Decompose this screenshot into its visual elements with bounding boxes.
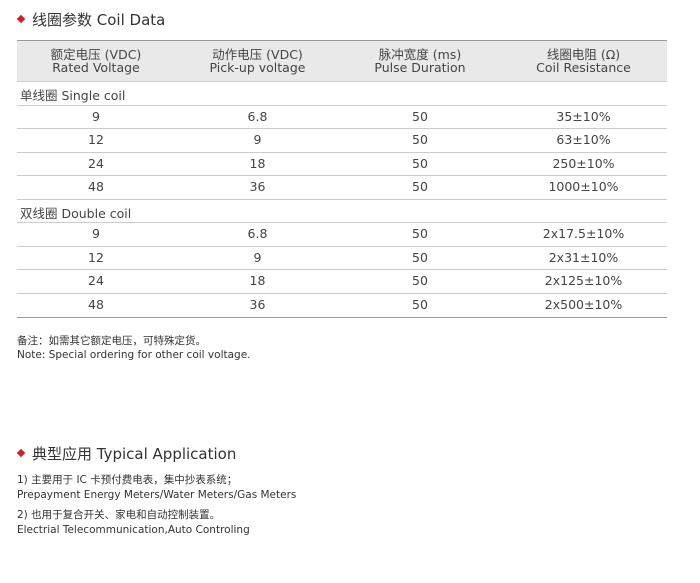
table-cell: 50 bbox=[412, 226, 428, 242]
table-cell: 36 bbox=[249, 296, 266, 312]
group-label: 单线圈 Single coil bbox=[20, 88, 126, 103]
table-cell: 48 bbox=[88, 296, 104, 312]
header-cell: 脉冲宽度 (ms) bbox=[378, 47, 462, 62]
section-title: 线圈参数 Coil Data bbox=[32, 11, 166, 29]
table-cell: 2x500±10% bbox=[544, 296, 623, 312]
table-cell: 24 bbox=[88, 273, 104, 289]
table-cell: 24 bbox=[88, 155, 104, 171]
section-title: 典型应用 Typical Application bbox=[32, 445, 237, 463]
table-cell: 9 bbox=[92, 226, 100, 242]
header-cell: Coil Resistance bbox=[536, 60, 631, 75]
row-line bbox=[17, 128, 667, 130]
table-cell: 50 bbox=[412, 296, 428, 312]
table-cell: 6.8 bbox=[247, 108, 268, 124]
row-line bbox=[17, 151, 667, 153]
table-cell: 2x31±10% bbox=[548, 249, 619, 265]
table-cell: 2x17.5±10% bbox=[542, 226, 625, 242]
table-cell: 35±10% bbox=[556, 108, 611, 124]
table-cell: 50 bbox=[412, 179, 428, 195]
table-cell: 250±10% bbox=[552, 155, 615, 171]
table-cell: 36 bbox=[249, 179, 266, 195]
table-cell: 50 bbox=[412, 249, 428, 265]
row-line bbox=[17, 269, 667, 271]
group-label: 双线圈 Double coil bbox=[20, 205, 132, 221]
table-cell: 18 bbox=[249, 273, 266, 289]
table-cell: 6.8 bbox=[247, 226, 268, 242]
table-cell: 9 bbox=[253, 132, 262, 148]
header-cell: 动作电压 (VDC) bbox=[212, 47, 303, 62]
table-cell: 63±10% bbox=[556, 132, 611, 148]
application-line: 1) 主要用于 IC 卡预付费电表，集中抄表系统； bbox=[17, 474, 238, 486]
header-bg bbox=[17, 40, 667, 81]
row-line bbox=[17, 175, 667, 177]
row-line bbox=[17, 81, 667, 82]
table-cell: 12 bbox=[88, 132, 104, 148]
header-cell: Rated Voltage bbox=[52, 60, 140, 75]
header-cell: Pick-up voltage bbox=[209, 60, 306, 75]
table-top-border bbox=[17, 40, 667, 41]
bullet bbox=[16, 14, 26, 24]
table-cell: 50 bbox=[412, 155, 428, 171]
table-cell: 12 bbox=[88, 249, 104, 265]
table-cell: 18 bbox=[249, 155, 266, 171]
table-cell: 50 bbox=[412, 273, 428, 289]
row-line bbox=[17, 104, 667, 106]
table-cell: 50 bbox=[412, 132, 428, 148]
table-cell: 9 bbox=[92, 108, 100, 124]
header-cell: 线圈电阻 (Ω) bbox=[546, 47, 621, 62]
row-line bbox=[17, 198, 667, 200]
table-cell: 2x125±10% bbox=[544, 273, 623, 289]
application-line: 2) 也用于复合开关、家电和自动控制装置。 bbox=[17, 508, 221, 521]
header-cell: 额定电压 (VDC) bbox=[50, 47, 142, 62]
application-line: Electrial Telecommunication,Auto Control… bbox=[17, 523, 250, 536]
table-cell: 48 bbox=[88, 179, 104, 195]
row-line bbox=[17, 222, 667, 224]
note: Note: Special ordering for other coil vo… bbox=[17, 349, 251, 361]
row-line bbox=[17, 245, 667, 247]
application-line: Prepayment Energy Meters/Water Meters/Ga… bbox=[17, 489, 297, 502]
table-bottom-border bbox=[17, 316, 667, 318]
table-cell: 1000±10% bbox=[548, 179, 619, 195]
note: 备注：如需其它额定电压，可特殊定货。 bbox=[17, 335, 206, 347]
header-cell: Pulse Duration bbox=[374, 60, 466, 75]
row-line bbox=[17, 292, 667, 294]
table-cell: 9 bbox=[253, 249, 262, 265]
bullet bbox=[16, 448, 26, 458]
table-cell: 50 bbox=[412, 108, 428, 124]
